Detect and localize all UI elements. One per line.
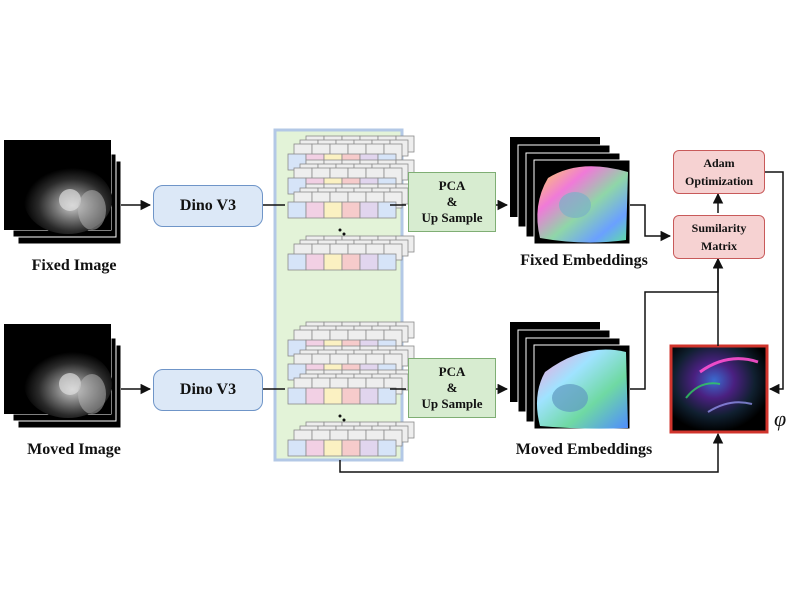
deformation-field-image <box>669 344 769 434</box>
dino-encoder-top-label: Dino V3 <box>179 197 237 214</box>
dino-encoder-bottom: Dino V3 <box>153 369 263 411</box>
token-cell <box>377 439 397 457</box>
token-cell <box>305 201 325 219</box>
flow-arrows <box>121 171 784 473</box>
adam-line-2: Optimization <box>685 174 753 188</box>
token-cell <box>341 253 361 271</box>
token-cell <box>359 387 379 405</box>
token-cell <box>341 201 361 219</box>
token-cell <box>377 387 397 405</box>
adam-line-1: Adam <box>703 156 735 170</box>
moved-embeddings-caption: Moved Embeddings <box>515 441 653 458</box>
token-cell <box>359 439 379 457</box>
token-cell <box>323 439 343 457</box>
token-cell <box>287 387 307 405</box>
dino-encoder-bottom-label: Dino V3 <box>179 381 237 398</box>
moved-embeddings-stack <box>510 322 631 430</box>
pca-bottom-line-1: PCA <box>438 364 466 379</box>
token-cell <box>323 387 343 405</box>
ellipsis-dot <box>342 418 346 422</box>
token-cell <box>287 439 307 457</box>
fixed-image-caption: Fixed Image <box>31 257 117 274</box>
token-cell <box>323 201 343 219</box>
similarity-line-1: Sumilarity <box>691 221 747 235</box>
moved-image-stack <box>4 324 122 429</box>
similarity-matrix-box: Sumilarity Matrix <box>673 215 765 259</box>
token-cell <box>377 201 397 219</box>
pca-upsample-bottom: PCA & Up Sample <box>408 358 496 418</box>
token-grids <box>287 135 415 457</box>
pca-top-line-1: PCA <box>438 178 466 193</box>
token-cell <box>305 439 325 457</box>
token-cell <box>287 253 307 271</box>
fixed-embeddings-caption: Fixed Embeddings <box>520 252 648 269</box>
pca-bottom-line-3: Up Sample <box>421 396 483 411</box>
token-cell <box>341 387 361 405</box>
token-cell <box>323 253 343 271</box>
token-cell <box>287 201 307 219</box>
token-cell <box>305 387 325 405</box>
phi-symbol: φ <box>774 406 787 431</box>
token-cell <box>305 253 325 271</box>
pca-top-line-2: & <box>446 194 458 209</box>
similarity-line-2: Matrix <box>701 239 737 253</box>
pca-bottom-line-2: & <box>446 380 458 395</box>
ellipsis-dot <box>338 228 342 232</box>
ellipsis-dot <box>342 232 346 236</box>
moved-image-caption: Moved Image <box>27 441 121 458</box>
adam-optimization-box: Adam Optimization <box>673 150 765 194</box>
dino-encoder-top: Dino V3 <box>153 185 263 227</box>
token-cell <box>359 201 379 219</box>
ellipsis-dot <box>338 414 342 418</box>
fixed-embeddings-stack <box>510 137 631 245</box>
fixed-image-stack <box>4 140 122 245</box>
token-cell <box>377 253 397 271</box>
pca-top-line-3: Up Sample <box>421 210 483 225</box>
token-cell <box>341 439 361 457</box>
pca-upsample-top: PCA & Up Sample <box>408 172 496 232</box>
token-cell <box>359 253 379 271</box>
